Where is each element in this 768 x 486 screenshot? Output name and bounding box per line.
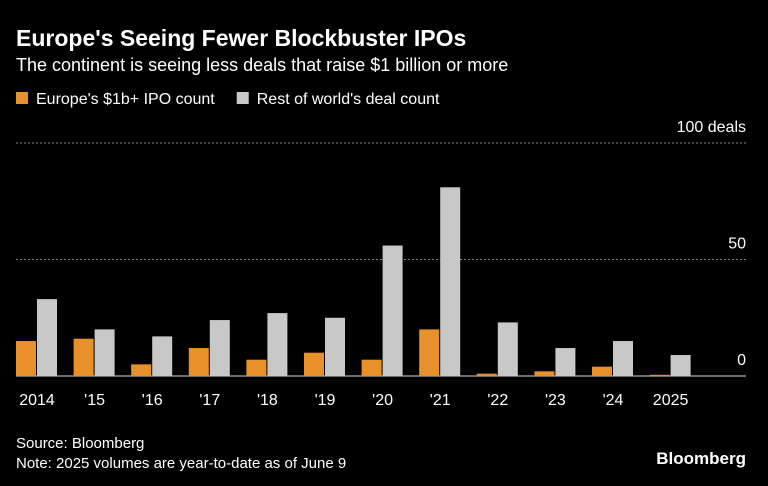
x-tick-label: '24	[603, 392, 624, 409]
legend-label: Europe's $1b+ IPO count	[36, 91, 215, 108]
bar	[188, 348, 209, 376]
x-tick-label: '19	[315, 392, 336, 409]
x-tick-label: '22	[487, 392, 508, 409]
bar	[534, 371, 555, 376]
bar	[325, 317, 345, 376]
bar	[555, 348, 576, 376]
note: Note: 2025 volumes are year-to-date as o…	[16, 455, 346, 472]
x-tick-label: '23	[545, 392, 566, 409]
bar	[476, 373, 497, 376]
x-tick-label: '18	[257, 392, 278, 409]
logo: Bloomberg	[656, 449, 746, 468]
y-tick-label: 100 deals	[677, 119, 746, 136]
legend-swatch	[16, 92, 28, 104]
bar	[16, 341, 36, 376]
bar	[152, 336, 173, 376]
bar	[613, 341, 633, 376]
bar	[440, 187, 461, 376]
bar	[497, 322, 518, 376]
bar	[304, 352, 324, 376]
y-tick-label: 50	[728, 236, 746, 253]
bar	[131, 364, 152, 376]
bar	[419, 329, 440, 376]
x-tick-label: '15	[84, 392, 105, 409]
bar	[37, 299, 57, 376]
x-tick-label: '21	[430, 392, 451, 409]
bar	[94, 329, 115, 376]
bar	[73, 338, 94, 376]
bar	[382, 245, 403, 376]
chart-subtitle: The continent is seeing less deals that …	[16, 55, 508, 75]
legend-label: Rest of world's deal count	[257, 91, 440, 108]
x-tick-label: 2025	[653, 392, 689, 409]
bar	[592, 366, 612, 376]
x-tick-label: '17	[199, 392, 220, 409]
x-tick-label: 2014	[19, 392, 55, 409]
bar	[670, 355, 691, 376]
chart-title: Europe's Seeing Fewer Blockbuster IPOs	[16, 25, 466, 51]
bar	[361, 359, 382, 376]
bar	[246, 359, 267, 376]
y-tick-label: 0	[737, 352, 746, 369]
legend-swatch	[236, 92, 249, 104]
bar	[267, 313, 288, 376]
source: Source: Bloomberg	[16, 435, 144, 452]
x-tick-label: '20	[372, 392, 393, 409]
bar	[209, 320, 230, 376]
bar	[649, 374, 670, 376]
x-tick-label: '16	[142, 392, 163, 409]
